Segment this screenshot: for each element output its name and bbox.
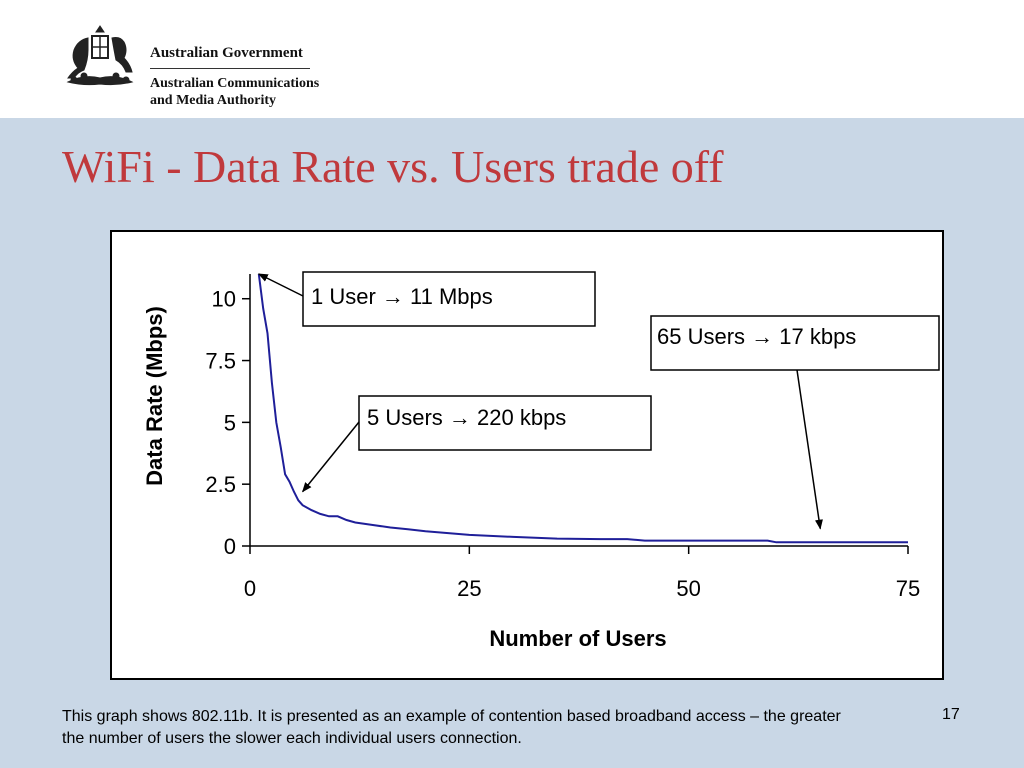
authority-line-1: Australian Communications [150, 76, 320, 91]
series-line [257, 273, 908, 544]
slide-header: Australian Government Australian Communi… [0, 0, 1024, 118]
annotation-label: 65 Users → 17 kbps [657, 324, 856, 349]
y-tick-label: 5 [224, 410, 236, 435]
annotation-label: 1 User → 11 Mbps [311, 284, 493, 309]
y-tick-label: 10 [212, 287, 236, 312]
annotation-box [358, 395, 652, 451]
y-axis-label: Data Rate (Mbps) [142, 306, 167, 486]
annotation-box [650, 315, 940, 371]
coat-of-arms-icon [66, 25, 134, 86]
slide-title: WiFi - Data Rate vs. Users trade off [62, 141, 724, 192]
annotation-label: 5 Users → 220 kbps [367, 405, 566, 430]
data-rate-chart: 0 2.5 5 7.5 10 0 25 50 75 1 User → 11 Mbps 5 User… [142, 271, 940, 651]
annotation-arrow [257, 273, 304, 297]
x-tick-label: 75 [896, 576, 920, 601]
government-label: Australian Government [150, 44, 310, 69]
x-tick-label: 50 [676, 576, 700, 601]
x-axis-label: Number of Users [489, 626, 666, 651]
authority-line-2: and Media Authority [150, 93, 277, 108]
chart-annotations: 1 User → 11 Mbps 5 Users → 220 kbps 65 Use… [257, 271, 940, 530]
organization-name: Australian Government Australian Communi… [150, 44, 319, 109]
y-tick-label: 0 [224, 534, 236, 559]
annotation-box [302, 271, 596, 327]
authority-label: Australian Communications and Media Auth… [150, 75, 319, 109]
x-tick-label: 25 [457, 576, 481, 601]
chart-axes: 0 2.5 5 7.5 10 0 25 50 75 [205, 274, 920, 601]
footnote: This graph shows 802.11b. It is presente… [62, 708, 841, 747]
annotation-arrow [796, 369, 823, 530]
annotation-arrow [302, 421, 360, 493]
y-tick-label: 7.5 [205, 349, 236, 374]
x-tick-label: 0 [244, 576, 256, 601]
chart-frame: 0 2.5 5 7.5 10 0 25 50 75 1 User → 11 Mbps 5 User… [110, 230, 944, 680]
page-number: 17 [942, 706, 960, 723]
y-tick-label: 2.5 [205, 472, 236, 497]
